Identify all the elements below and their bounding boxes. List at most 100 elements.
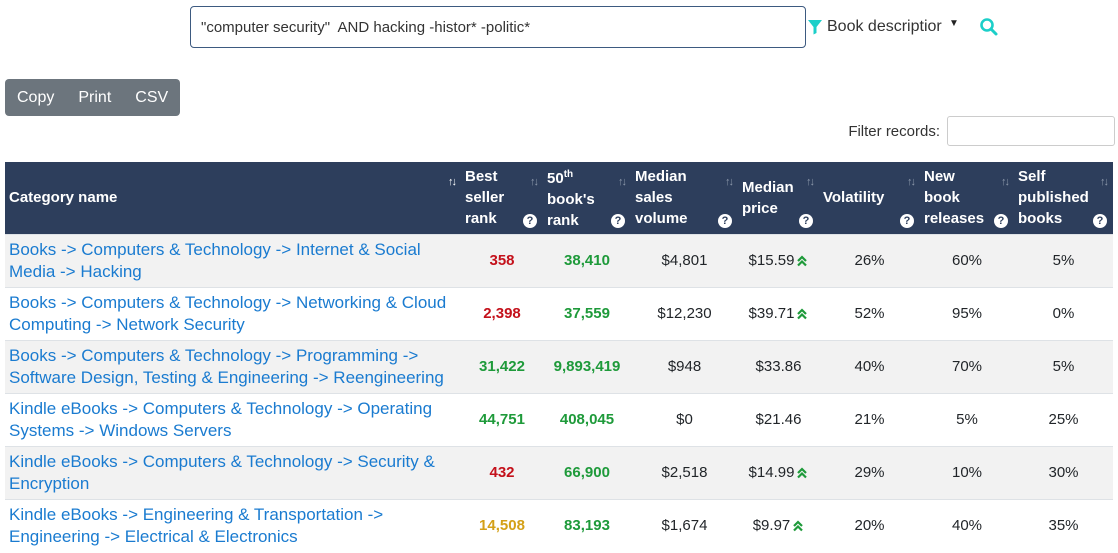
search-bar: Book descriptior ▼	[190, 6, 1030, 48]
search-field-select[interactable]: Book descriptior ▼	[807, 15, 959, 39]
self-published: 0%	[1014, 286, 1113, 340]
table-row: Books -> Computers & Technology -> Inter…	[5, 233, 1113, 287]
volatility: 26%	[819, 233, 920, 287]
median-price-cell: $39.71	[738, 286, 819, 340]
median-sales: $2,518	[631, 445, 738, 499]
median-sales: $1,674	[631, 498, 738, 552]
rank-50th: 66,900	[543, 445, 631, 499]
help-icon[interactable]: ?	[611, 213, 625, 228]
best-seller-rank: 358	[461, 233, 543, 287]
median-price-cell: $21.46	[738, 392, 819, 446]
new-releases: 60%	[920, 233, 1014, 287]
header-best-seller-rank[interactable]: Best seller rank ↑↓?	[461, 162, 543, 234]
sort-icon: ↑↓	[1001, 176, 1010, 188]
rank-50th: 408,045	[543, 392, 631, 446]
sort-icon: ↑↓	[907, 176, 916, 188]
median-price-cell: $33.86	[738, 339, 819, 393]
filter-records-label: Filter records:	[848, 122, 940, 140]
median-price: $39.71	[748, 305, 795, 322]
category-link[interactable]: Books -> Computers & Technology -> Netwo…	[9, 292, 447, 334]
copy-button[interactable]: Copy	[5, 79, 66, 116]
new-releases: 70%	[920, 339, 1014, 393]
category-link[interactable]: Kindle eBooks -> Computers & Technology …	[9, 398, 433, 440]
header-median-price[interactable]: Median price ↑↓?	[738, 162, 819, 234]
sort-icon: ↑↓	[1100, 176, 1109, 188]
median-sales: $4,801	[631, 233, 738, 287]
new-releases: 5%	[920, 392, 1014, 446]
sort-icon: ↑↓	[530, 176, 539, 188]
help-icon[interactable]: ?	[994, 213, 1008, 228]
self-published: 25%	[1014, 392, 1113, 446]
header-category[interactable]: Category name ↑↓	[5, 162, 461, 234]
category-table: Category name ↑↓ Best seller rank ↑↓? 50th…	[5, 162, 1113, 552]
median-price: $14.99	[748, 464, 795, 481]
double-chevron-up-icon	[797, 467, 808, 479]
sort-icon: ↑↓	[618, 176, 627, 188]
help-icon[interactable]: ?	[900, 213, 914, 228]
best-seller-rank: 2,398	[461, 286, 543, 340]
rank-50th: 9,893,419	[543, 339, 631, 393]
help-icon[interactable]: ?	[523, 213, 537, 228]
header-median-sales[interactable]: Median sales volume ↑↓?	[631, 162, 738, 234]
header-volatility[interactable]: Volatility ↑↓?	[819, 162, 920, 234]
volatility: 29%	[819, 445, 920, 499]
best-seller-rank: 31,422	[461, 339, 543, 393]
print-button[interactable]: Print	[66, 79, 123, 116]
new-releases: 95%	[920, 286, 1014, 340]
table-row: Books -> Computers & Technology -> Netwo…	[5, 286, 1113, 340]
volatility: 52%	[819, 286, 920, 340]
rank-50th: 83,193	[543, 498, 631, 552]
category-link[interactable]: Kindle eBooks -> Computers & Technology …	[9, 451, 435, 493]
filter-records-input[interactable]	[947, 116, 1115, 146]
self-published: 30%	[1014, 445, 1113, 499]
header-self-published[interactable]: Self published books ↑↓?	[1014, 162, 1113, 234]
volatility: 21%	[819, 392, 920, 446]
median-sales: $0	[631, 392, 738, 446]
median-price: $33.86	[755, 358, 802, 375]
table-header-row: Category name ↑↓ Best seller rank ↑↓? 50th…	[5, 162, 1113, 234]
help-icon[interactable]: ?	[799, 213, 813, 228]
table-row: Books -> Computers & Technology -> Progr…	[5, 339, 1113, 393]
help-icon[interactable]: ?	[1093, 213, 1107, 228]
table-row: Kindle eBooks -> Computers & Technology …	[5, 392, 1113, 446]
header-new-releases[interactable]: New book releases ↑↓?	[920, 162, 1014, 234]
chevron-down-icon: ▼	[949, 17, 959, 29]
search-icon[interactable]	[979, 17, 999, 37]
category-link[interactable]: Books -> Computers & Technology -> Progr…	[9, 345, 444, 387]
sort-icon: ↑↓	[448, 176, 457, 188]
median-price-cell: $15.59	[738, 233, 819, 287]
volatility: 40%	[819, 339, 920, 393]
double-chevron-up-icon	[793, 520, 804, 532]
filter-records: Filter records:	[848, 116, 1115, 146]
median-sales: $12,230	[631, 286, 738, 340]
volatility: 20%	[819, 498, 920, 552]
category-link[interactable]: Books -> Computers & Technology -> Inter…	[9, 239, 421, 281]
median-price: $9.97	[752, 517, 791, 535]
median-price-cell: $9.97	[738, 498, 819, 552]
best-seller-rank: 432	[461, 445, 543, 499]
best-seller-rank: 44,751	[461, 392, 543, 446]
header-50th-rank[interactable]: 50th book's rank ↑↓?	[543, 162, 631, 234]
help-icon[interactable]: ?	[718, 213, 732, 228]
double-chevron-up-icon	[797, 308, 808, 320]
self-published: 5%	[1014, 233, 1113, 287]
sort-icon: ↑↓	[806, 176, 815, 188]
median-sales: $948	[631, 339, 738, 393]
new-releases: 10%	[920, 445, 1014, 499]
median-price: $15.59	[748, 252, 795, 269]
table-row: Kindle eBooks -> Computers & Technology …	[5, 445, 1113, 499]
export-button-group: Copy Print CSV	[5, 79, 181, 116]
funnel-icon	[808, 20, 822, 35]
category-link[interactable]: Kindle eBooks -> Engineering & Transport…	[9, 504, 384, 546]
median-price-cell: $14.99	[738, 445, 819, 499]
csv-button[interactable]: CSV	[123, 79, 180, 116]
rank-50th: 38,410	[543, 233, 631, 287]
self-published: 5%	[1014, 339, 1113, 393]
sort-icon: ↑↓	[725, 176, 734, 188]
best-seller-rank: 14,508	[461, 498, 543, 552]
self-published: 35%	[1014, 498, 1113, 552]
rank-50th: 37,559	[543, 286, 631, 340]
new-releases: 40%	[920, 498, 1014, 552]
median-price: $21.46	[755, 411, 802, 428]
search-input[interactable]	[190, 6, 806, 48]
